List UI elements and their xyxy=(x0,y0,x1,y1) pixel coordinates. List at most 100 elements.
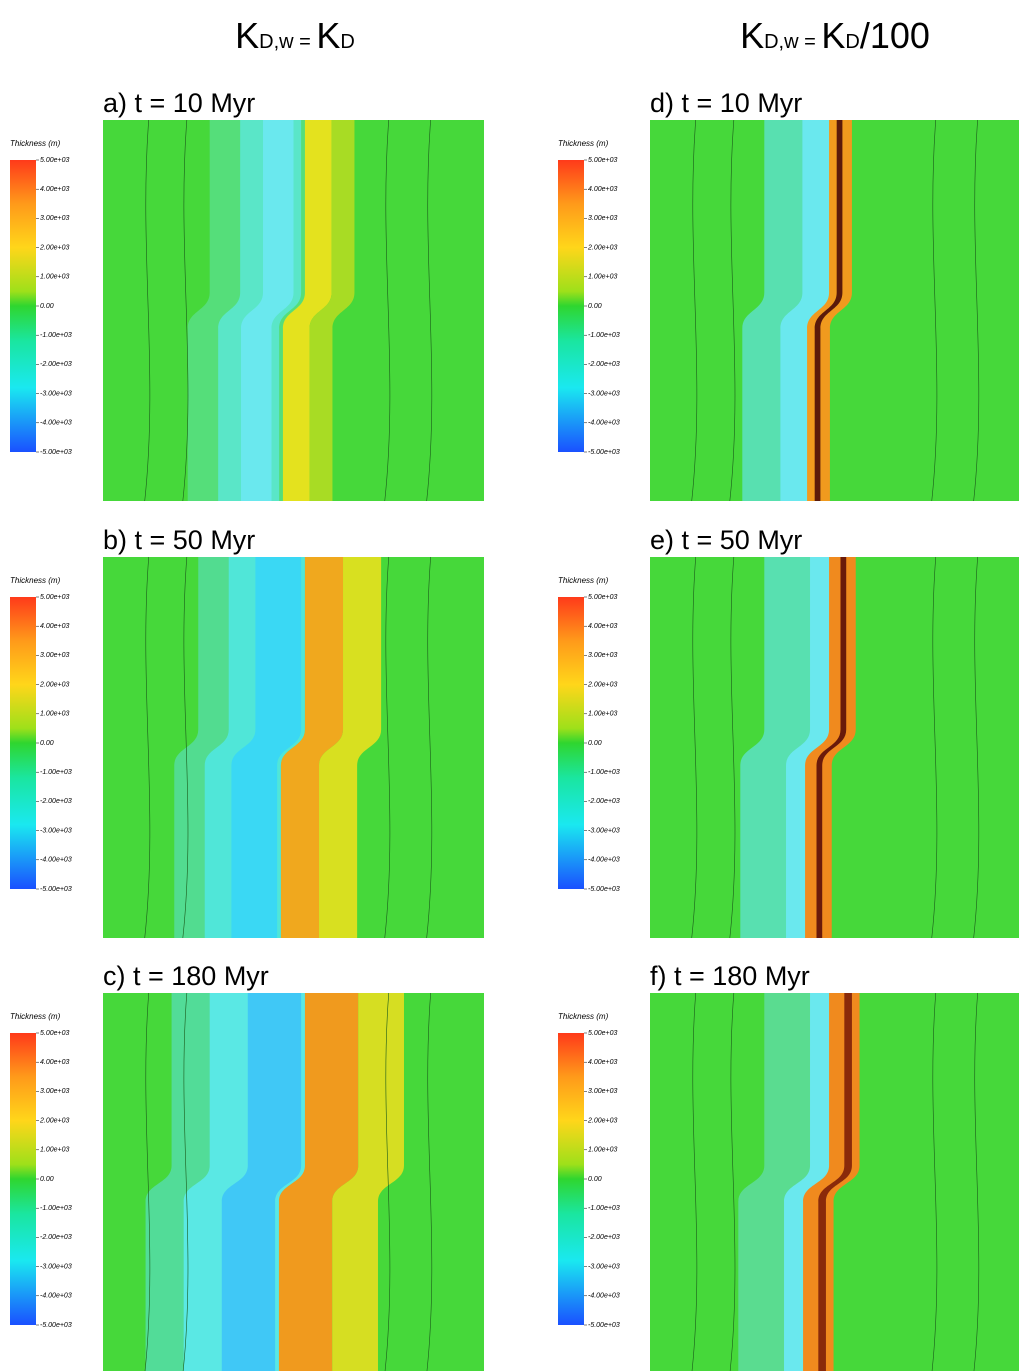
colorbar-tick-label: 4.00e+03 xyxy=(40,1059,69,1066)
colorbar-title: Thickness (m) xyxy=(10,1012,61,1021)
heatmap xyxy=(103,556,484,939)
contour xyxy=(144,556,151,939)
colorbar-tick-label: -1.00e+03 xyxy=(40,769,72,776)
colorbar-tick-label: 2.00e+03 xyxy=(587,681,617,688)
colorbar-tick-label: 4.00e+03 xyxy=(40,186,69,193)
panel-label: f) t = 180 Myr xyxy=(650,961,810,991)
colorbar-tick-label: 4.00e+03 xyxy=(40,623,69,630)
colorbar-tick-label: 5.00e+03 xyxy=(40,594,69,601)
colorbar-tick-label: 0.00 xyxy=(40,303,54,310)
heatmap-band xyxy=(309,120,355,501)
colorbar-tick-label: -5.00e+03 xyxy=(588,449,620,456)
heatmap-band xyxy=(319,557,382,938)
contour xyxy=(426,556,433,939)
colorbar-tick-label: 5.00e+03 xyxy=(588,594,617,601)
colorbar-tick-label: 0.00 xyxy=(588,303,602,310)
contour xyxy=(144,119,151,502)
colorbar xyxy=(10,597,36,889)
contour xyxy=(691,556,698,939)
header-part: K xyxy=(316,15,340,56)
header-part: D xyxy=(340,31,354,53)
contour xyxy=(691,119,698,502)
colorbar-tick-label: 4.00e+03 xyxy=(588,186,617,193)
heatmap xyxy=(103,119,484,502)
colorbar-tick-label: -3.00e+03 xyxy=(40,1263,72,1270)
colorbar-tick-label: -4.00e+03 xyxy=(588,420,620,427)
colorbar-tick-label: -1.00e+03 xyxy=(588,1205,620,1212)
colorbar-tick-label: 1.00e+03 xyxy=(588,1147,617,1154)
contour xyxy=(182,556,189,939)
heatmap-band xyxy=(784,993,841,1371)
heatmap xyxy=(650,992,1019,1371)
colorbar-tick-label: 3.00e+03 xyxy=(40,1088,69,1095)
panel-label: b) t = 50 Myr xyxy=(103,525,255,555)
colorbar-tick-label: -3.00e+03 xyxy=(588,827,620,834)
colorbar-tick-label: 2.00e+03 xyxy=(39,681,69,688)
contour xyxy=(384,556,391,939)
colorbar-tick-label: 2.00e+03 xyxy=(587,1117,617,1124)
colorbar-tick-label: -4.00e+03 xyxy=(40,857,72,864)
header-part: D xyxy=(845,31,859,53)
colorbar-tick-label: 3.00e+03 xyxy=(40,652,69,659)
colorbar-tick-label: -1.00e+03 xyxy=(588,769,620,776)
colorbar-tick-label: 5.00e+03 xyxy=(588,157,617,164)
colorbar-tick-label: 3.00e+03 xyxy=(40,215,69,222)
colorbar-tick-label: -4.00e+03 xyxy=(588,857,620,864)
colorbar-tick-label: 3.00e+03 xyxy=(588,215,617,222)
colorbar xyxy=(558,597,584,889)
contour xyxy=(182,119,189,502)
heatmap-band xyxy=(221,993,302,1371)
colorbar-tick-label: -2.00e+03 xyxy=(40,798,72,805)
colorbar-tick-label: 0.00 xyxy=(588,740,602,747)
colorbar-tick-label: 0.00 xyxy=(40,740,54,747)
colorbar xyxy=(558,160,584,452)
colorbar-tick-label: 1.00e+03 xyxy=(588,711,617,718)
panel-label: d) t = 10 Myr xyxy=(650,88,802,118)
colorbar-tick-label: 2.00e+03 xyxy=(39,244,69,251)
contour xyxy=(182,992,189,1371)
colorbar-tick-label: -1.00e+03 xyxy=(40,332,72,339)
colorbar-tick-label: 5.00e+03 xyxy=(40,1030,69,1037)
colorbar xyxy=(10,160,36,452)
heatmap-band xyxy=(282,120,332,501)
panel-label: e) t = 50 Myr xyxy=(650,525,802,555)
column-header: KD,w = KD/100 xyxy=(740,15,930,56)
heatmap-band xyxy=(241,120,294,501)
colorbar-tick-label: 3.00e+03 xyxy=(588,1088,617,1095)
contour xyxy=(931,992,938,1371)
colorbar-tick-label: 0.00 xyxy=(40,1176,54,1183)
colorbar-tick-label: -4.00e+03 xyxy=(40,1293,72,1300)
colorbar-tick-label: 4.00e+03 xyxy=(588,1059,617,1066)
colorbar-tick-label: 0.00 xyxy=(588,1176,602,1183)
colorbar-tick-label: -5.00e+03 xyxy=(40,1322,72,1329)
contour xyxy=(973,992,980,1371)
colorbar-tick-label: -2.00e+03 xyxy=(588,798,620,805)
contour xyxy=(729,119,736,502)
heatmap-band xyxy=(231,557,302,938)
colorbar-tick-label: 1.00e+03 xyxy=(40,1147,69,1154)
colorbar-tick-label: -3.00e+03 xyxy=(40,390,72,397)
contour xyxy=(384,992,391,1371)
heatmap-band xyxy=(818,993,852,1371)
header-part: /100 xyxy=(860,15,930,56)
colorbar-tick-label: -4.00e+03 xyxy=(40,420,72,427)
panel-label: a) t = 10 Myr xyxy=(103,88,255,118)
colorbar-tick-label: 5.00e+03 xyxy=(40,157,69,164)
heatmap xyxy=(650,556,1019,939)
colorbar-title: Thickness (m) xyxy=(558,139,609,148)
panel-label: c) t = 180 Myr xyxy=(103,961,269,991)
contour xyxy=(973,119,980,502)
heatmap-band xyxy=(780,120,841,501)
colorbar-title: Thickness (m) xyxy=(558,1012,609,1021)
colorbar-tick-label: -2.00e+03 xyxy=(40,361,72,368)
colorbar-tick-label: -1.00e+03 xyxy=(588,332,620,339)
heatmap-band xyxy=(278,993,359,1371)
colorbar-tick-label: -2.00e+03 xyxy=(588,361,620,368)
header-part: D,w xyxy=(764,31,799,53)
colorbar-tick-label: -3.00e+03 xyxy=(40,827,72,834)
header-part: = xyxy=(294,31,317,53)
colorbar-tick-label: 1.00e+03 xyxy=(40,274,69,281)
colorbar-tick-label: 1.00e+03 xyxy=(588,274,617,281)
colorbar-tick-label: -2.00e+03 xyxy=(588,1234,620,1241)
